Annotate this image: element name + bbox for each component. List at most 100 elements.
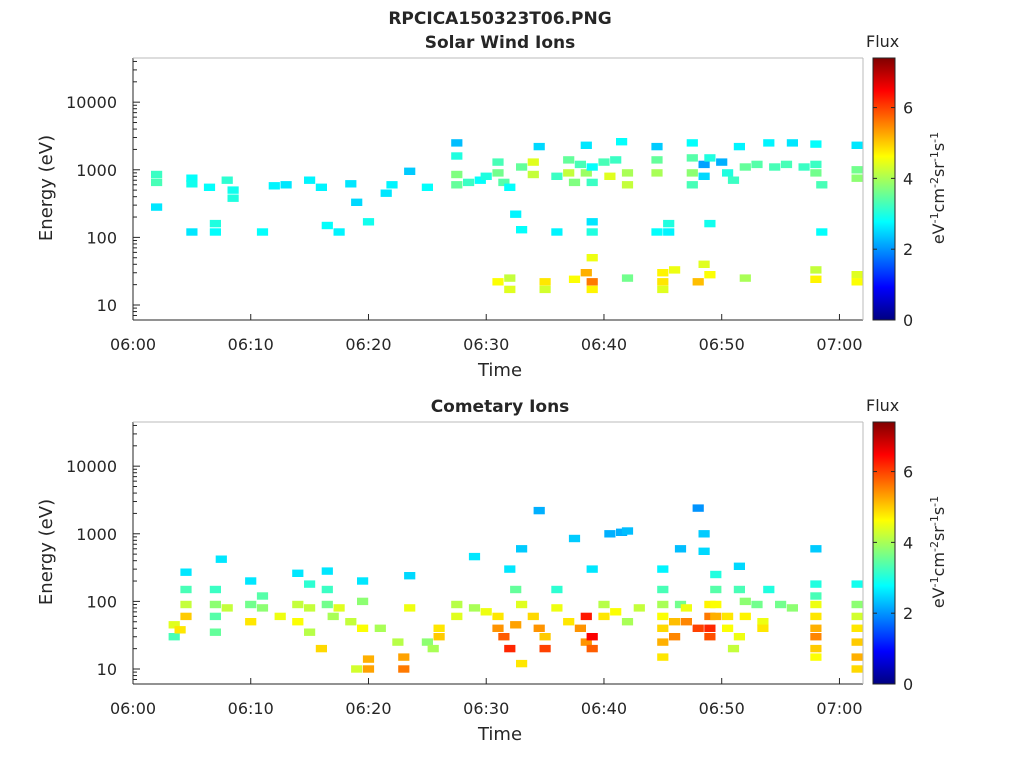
heatmap-cell [351, 665, 363, 673]
heatmap-cell [657, 638, 669, 646]
heatmap-cell [686, 181, 698, 189]
heatmap-cell [698, 260, 710, 268]
heatmap-cell [580, 269, 592, 277]
heatmap-cell [739, 274, 751, 282]
heatmap-cell [186, 180, 198, 188]
heatmap-cell [710, 585, 722, 594]
heatmap-cell [657, 600, 669, 609]
heatmap-cell [516, 545, 528, 553]
heatmap-cell [539, 633, 551, 641]
heatmap-cell [810, 600, 822, 609]
heatmap-cell [586, 278, 598, 286]
colorbar-tick-label: 0 [903, 311, 913, 330]
heatmap-cell [722, 624, 734, 632]
heatmap-cell [321, 567, 333, 575]
heatmap-cell [392, 638, 404, 646]
heatmap-cell [680, 618, 692, 626]
heatmap-cell [151, 203, 163, 211]
heatmap-cell [657, 585, 669, 594]
heatmap-cell [209, 612, 221, 621]
x-tick-label: 06:50 [699, 335, 745, 354]
heatmap-cell [657, 269, 669, 277]
heatmap-cell [463, 178, 475, 187]
heatmap-cell [686, 169, 698, 177]
heatmap-cell [427, 644, 439, 653]
heatmap-cell [733, 585, 745, 594]
heatmap-cell [492, 158, 504, 166]
heatmap-cell [304, 580, 316, 588]
heatmap-cell [757, 618, 769, 626]
heatmap-cell [657, 624, 669, 632]
heatmap-cell [186, 174, 198, 182]
heatmap-cell [516, 600, 528, 609]
heatmap-cell [851, 166, 863, 174]
heatmap-cell [610, 608, 622, 616]
colorbar-tick-label: 6 [903, 99, 913, 118]
heatmap-cell [468, 552, 481, 561]
heatmap-cell [203, 183, 216, 191]
heatmap-cell [404, 604, 416, 612]
heatmap-cell [651, 142, 663, 151]
heatmap-cell [215, 555, 227, 563]
y-tick-label: 10000 [66, 93, 117, 112]
heatmap-cell [727, 644, 740, 653]
heatmap-cell [586, 254, 598, 262]
x-tick-label: 06:20 [345, 699, 391, 718]
heatmap-cell [851, 141, 863, 149]
heatmap-cell [657, 653, 669, 661]
y-tick-label: 100 [86, 228, 117, 247]
heatmap-cell [733, 142, 745, 151]
heatmap-cell [586, 218, 598, 226]
heatmap-cell [651, 156, 663, 164]
heatmap-cell [710, 570, 722, 579]
x-tick-label: 06:00 [110, 335, 156, 354]
heatmap-cell [686, 154, 698, 162]
heatmap-cell [674, 545, 687, 553]
heatmap-cell [280, 181, 292, 189]
heatmap-cell [704, 154, 716, 162]
y-tick-label: 1000 [76, 525, 117, 544]
heatmap-cell [551, 604, 563, 612]
heatmap-cell [492, 612, 504, 621]
heatmap-cell [533, 142, 545, 151]
heatmap-cell [751, 160, 763, 169]
heatmap-cell [174, 626, 186, 634]
heatmap-cell [292, 618, 304, 626]
heatmap-cell [510, 621, 522, 629]
heatmap-cell [516, 163, 528, 171]
heatmap-cell [810, 169, 822, 177]
heatmap-cell [692, 278, 704, 286]
heatmap-cell [510, 210, 522, 218]
heatmap-cell [304, 604, 316, 612]
x-tick-label: 06:40 [581, 335, 627, 354]
heatmap-cell [851, 653, 863, 661]
heatmap-cell [851, 612, 863, 621]
heatmap-cell [256, 604, 269, 612]
heatmap-cell [433, 624, 445, 632]
heatmap-cell [598, 600, 610, 609]
heatmap-cell [357, 577, 369, 585]
heatmap-cell [621, 181, 634, 189]
heatmap-cell [704, 271, 716, 279]
y-axis-label-cometary: Energy (eV) [36, 499, 57, 605]
heatmap-cell [357, 597, 369, 606]
heatmap-cell [186, 228, 198, 236]
heatmap-cell [698, 160, 710, 169]
heatmap-cell [680, 604, 692, 612]
colorbar-tick-label: 0 [903, 675, 913, 694]
heatmap-cell [333, 604, 345, 612]
heatmap-cell [180, 612, 192, 621]
heatmap-cells-cometary [168, 504, 863, 673]
heatmap-cell [321, 600, 333, 609]
heatmap-cell [816, 228, 828, 236]
heatmap-cell [256, 228, 269, 236]
heatmap-cell [345, 180, 357, 188]
panel-title-cometary: Cometary Ions [431, 397, 570, 417]
colorbar-title-cometary: Flux [866, 396, 899, 415]
heatmap-cell [209, 228, 221, 236]
heatmap-cell [751, 600, 763, 609]
heatmap-cell [616, 138, 628, 146]
heatmap-cell [851, 624, 863, 632]
heatmap-cell [221, 604, 233, 612]
